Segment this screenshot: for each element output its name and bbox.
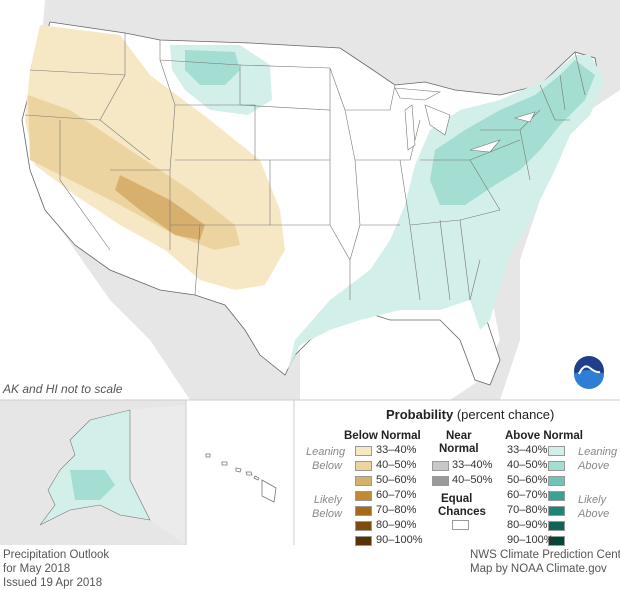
below-normal-swatch (355, 491, 372, 501)
below-normal-swatch (355, 506, 372, 516)
near-normal-header-2: Normal (439, 443, 479, 455)
likely-below-label: Likely Below (312, 494, 342, 520)
footer-source: NWS Climate Prediction Center (470, 549, 620, 561)
below-normal-range-label: 80–90% (376, 519, 417, 531)
footer-right: NWS Climate Prediction Center Map by NOA… (470, 548, 620, 576)
below-normal-range-label: 70–80% (376, 504, 417, 516)
legend-title: Probability (percent chance) (386, 407, 554, 422)
scale-note: AK and HI not to scale (3, 382, 123, 396)
legend-title-main: Probability (386, 407, 454, 422)
great-lakes (394, 87, 536, 153)
below-normal-40-50 (28, 95, 240, 250)
below-normal-range-label: 33–40% (376, 444, 417, 456)
above-normal-east-40-50 (430, 60, 595, 205)
below-normal-swatch (355, 446, 372, 456)
leaning-below-label: Leaning Below (306, 446, 346, 472)
below-normal-50-60 (115, 175, 205, 240)
below-normal-swatch (355, 476, 372, 486)
above-normal-range-label: 90–100% (507, 534, 554, 546)
equal-chances-swatch (452, 520, 469, 530)
alaska (39, 409, 151, 526)
alaska-above-40-50 (70, 470, 115, 500)
equal-chances-label-1: Equal (441, 493, 473, 505)
below-normal-header: Below Normal (344, 430, 421, 442)
noaa-logo (574, 356, 604, 389)
footer-issued: Issued 19 Apr 2018 (3, 577, 103, 589)
above-normal-swatch (548, 461, 565, 471)
near-normal-swatch (432, 476, 449, 486)
above-normal-range-label: 70–80% (507, 504, 548, 516)
above-normal-range-label: 60–70% (507, 489, 548, 501)
below-normal-range-label: 90–100% (376, 534, 423, 546)
below-normal-range-label: 40–50% (376, 459, 417, 471)
above-normal-range-label: 80–90% (507, 519, 548, 531)
above-normal-swatch (548, 446, 565, 456)
above-normal-swatch (548, 491, 565, 501)
above-normal-range-label: 50–60% (507, 474, 548, 486)
footer-credit: Map by NOAA Climate.gov (470, 563, 607, 575)
legend-title-suffix: (percent chance) (456, 407, 555, 422)
below-normal-swatch (355, 536, 372, 546)
hawaii-islands (205, 453, 277, 503)
leaning-above-label: Leaning Above (578, 446, 618, 472)
hawaii-panel (186, 400, 294, 545)
near-normal-range-label: 40–50% (452, 474, 493, 486)
above-normal-swatch (548, 506, 565, 516)
equal-chances-label-2: Chances (438, 506, 486, 518)
near-normal-header-1: Near (446, 430, 472, 442)
near-normal-swatch (432, 461, 449, 471)
near-normal-range-label: 33–40% (452, 459, 493, 471)
above-normal-swatch (548, 521, 565, 531)
atlantic-ocean (500, 90, 620, 400)
below-normal-range-label: 60–70% (376, 489, 417, 501)
state-boundaries (24, 33, 586, 301)
below-normal-swatch (355, 461, 372, 471)
below-normal-range-label: 50–60% (376, 474, 417, 486)
above-normal-range-label: 40–50% (507, 459, 548, 471)
above-normal-range-label: 33–40% (507, 444, 548, 456)
footer-product: Precipitation Outlook (3, 549, 110, 561)
below-normal-swatch (355, 521, 372, 531)
above-normal-montana (185, 50, 240, 85)
above-normal-header: Above Normal (505, 430, 583, 442)
above-normal-swatch (548, 476, 565, 486)
canada-ak-border (125, 405, 186, 545)
footer-period: for May 2018 (3, 563, 71, 575)
footer-left: Precipitation Outlook for May 2018 Issue… (3, 548, 109, 590)
pacific-ocean (0, 0, 190, 400)
likely-above-label: Likely Above (578, 494, 610, 520)
above-normal-swatch (548, 536, 565, 546)
